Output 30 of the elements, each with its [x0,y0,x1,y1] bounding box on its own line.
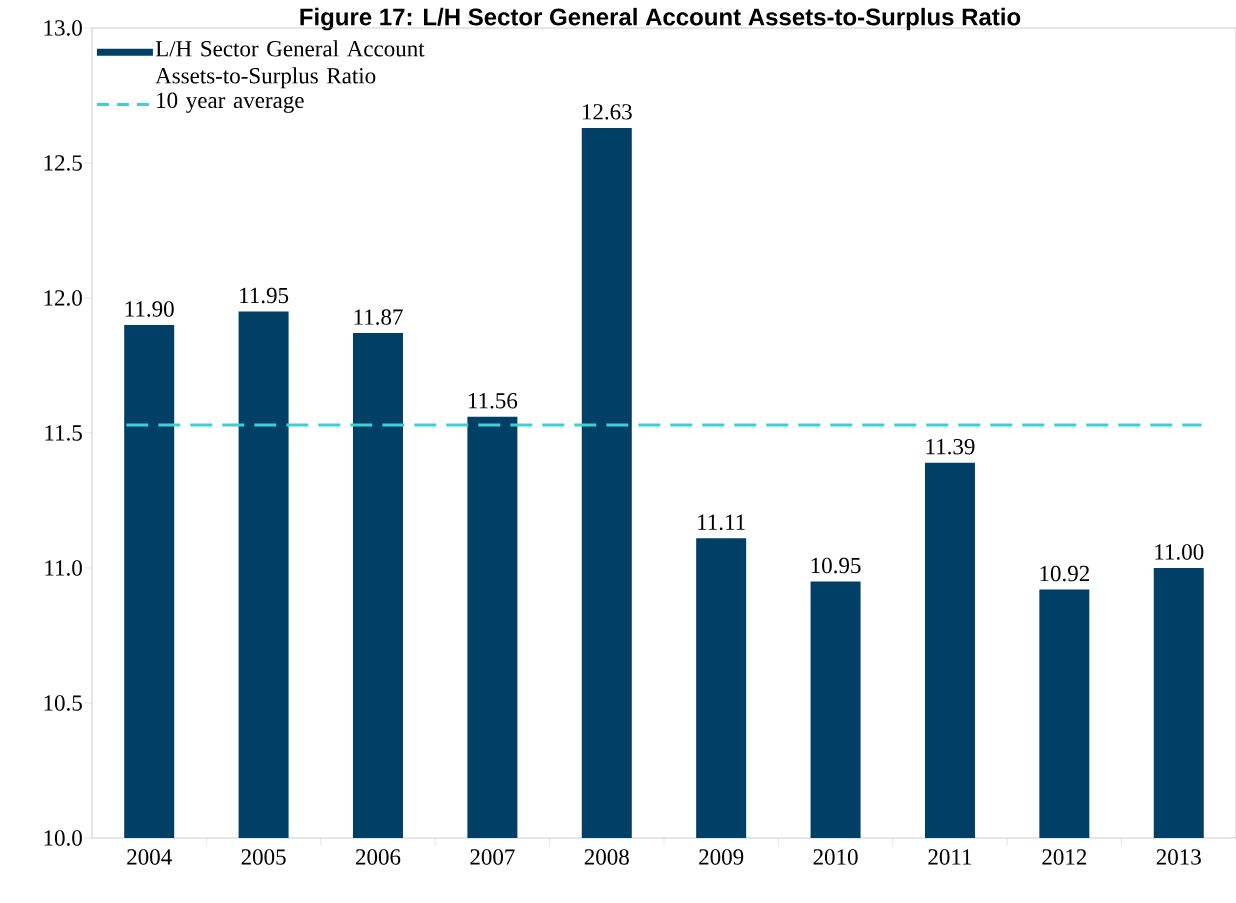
y-tick-label: 10.5 [44,695,82,711]
data-label: 11.87 [354,309,403,325]
data-label: 11.56 [468,393,518,409]
x-tick-label: 2010 [813,849,858,865]
x-tick-label: 2004 [127,849,172,865]
y-tick-label: 11.5 [45,425,82,441]
data-label: 11.95 [240,287,289,304]
y-tick-label: 12.5 [44,155,82,171]
x-tick-label: 2007 [470,849,515,865]
x-tick-label: 2006 [356,849,401,865]
x-tick-label: 2008 [584,849,629,865]
y-tick-label: 12.0 [44,290,82,306]
x-tick-label: 2011 [928,849,972,865]
data-label: 11.00 [1155,544,1204,560]
legend-label: L/H Sector General Account Assets-to-Surplus Ratio [155,40,425,89]
y-tick-label: 11.0 [45,560,82,576]
x-tick-label: 2013 [1156,849,1201,865]
data-label: 11.39 [926,438,975,455]
y-tick-label: 13.0 [44,20,82,36]
y-tick-label: 10.0 [44,830,82,846]
data-label: 11.11 [698,514,745,531]
data-label: 10.92 [1040,565,1089,582]
data-label: 11.90 [125,301,174,317]
data-label: 10.95 [811,557,861,574]
x-tick-label: 2005 [241,849,286,865]
data-label: 12.63 [582,104,632,120]
x-tick-label: 2009 [699,849,744,865]
legend-label: 10 year average [157,92,304,113]
chart-title: Figure 17: L/H Sector General Account Assets-to-Surplus Ratio [300,7,1021,31]
x-tick-label: 2012 [1042,849,1087,865]
